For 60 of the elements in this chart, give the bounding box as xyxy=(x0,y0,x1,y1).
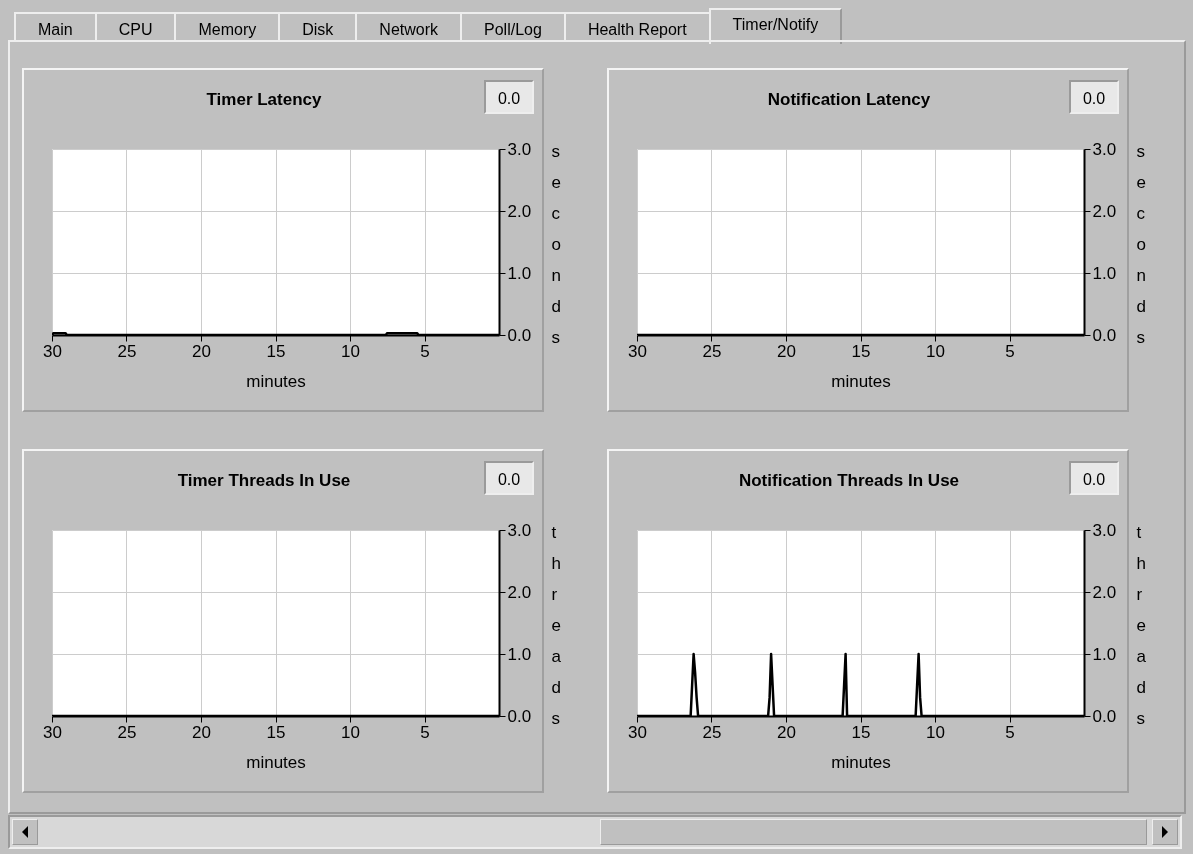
x-axis-title: minutes xyxy=(246,371,306,391)
x-tick-label: 5 xyxy=(420,722,430,742)
text: Poll/Log xyxy=(460,12,566,42)
x-tick-label: 20 xyxy=(192,341,211,361)
y-axis-title: seconds xyxy=(1136,141,1146,347)
y-tick-label: 1.0 xyxy=(1092,644,1117,664)
y-tick-label: 3.0 xyxy=(1092,520,1117,540)
x-tick-label: 15 xyxy=(851,341,871,361)
y-tick-label: 0.0 xyxy=(507,325,532,345)
x-tick-label: 30 xyxy=(628,722,647,742)
x-tick-label: 5 xyxy=(420,341,430,361)
y-tick-label: 1.0 xyxy=(507,644,532,664)
x-tick-label: 25 xyxy=(702,341,722,361)
y-axis-title: threads xyxy=(1136,522,1147,728)
x-tick-label: 30 xyxy=(43,722,62,742)
x-axis-title: minutes xyxy=(831,752,891,772)
x-tick-label: 20 xyxy=(192,722,211,742)
text: Health Report xyxy=(563,12,711,42)
y-axis-title: seconds xyxy=(551,141,561,347)
y-tick-label: 1.0 xyxy=(507,263,532,283)
y-tick-label: 2.0 xyxy=(1092,582,1117,602)
y-axis-title: threads xyxy=(551,522,562,728)
x-tick-label: 15 xyxy=(266,722,286,742)
x-tick-label: 20 xyxy=(777,722,796,742)
y-tick-label: 3.0 xyxy=(1092,139,1117,159)
y-tick-label: 1.0 xyxy=(1092,263,1117,283)
y-tick-label: 0.0 xyxy=(1092,325,1117,345)
text: Timer/Notify xyxy=(708,8,843,44)
y-tick-label: 3.0 xyxy=(507,139,532,159)
x-tick-label: 20 xyxy=(777,341,796,361)
text: CPU xyxy=(94,12,177,42)
x-tick-label: 15 xyxy=(851,722,871,742)
x-axis-title: minutes xyxy=(831,371,891,391)
x-tick-label: 25 xyxy=(117,722,137,742)
x-tick-label: 5 xyxy=(1005,722,1015,742)
x-tick-label: 15 xyxy=(266,341,286,361)
chart-title: Notification Latency xyxy=(767,90,931,109)
y-tick-label: 2.0 xyxy=(507,582,532,602)
y-tick-label: 3.0 xyxy=(507,520,532,540)
text: Memory xyxy=(174,12,281,42)
x-tick-label: 25 xyxy=(117,341,137,361)
chart-title: Timer Threads In Use xyxy=(177,471,351,490)
x-tick-label: 10 xyxy=(926,341,945,361)
chart-title: Timer Latency xyxy=(206,90,322,109)
x-tick-label: 10 xyxy=(926,722,945,742)
y-tick-label: 0.0 xyxy=(1092,706,1117,726)
y-tick-label: 2.0 xyxy=(507,201,532,221)
text: Disk xyxy=(278,12,358,42)
x-tick-label: 25 xyxy=(702,722,722,742)
x-tick-label: 10 xyxy=(341,722,360,742)
x-tick-label: 30 xyxy=(628,341,647,361)
x-axis-title: minutes xyxy=(246,752,306,772)
chart-title: Notification Threads In Use xyxy=(738,471,960,490)
y-tick-label: 0.0 xyxy=(507,706,532,726)
x-tick-label: 30 xyxy=(43,341,62,361)
x-tick-label: 5 xyxy=(1005,341,1015,361)
y-tick-label: 2.0 xyxy=(1092,201,1117,221)
x-tick-label: 10 xyxy=(341,341,360,361)
text: Main xyxy=(14,12,97,42)
text: Network xyxy=(355,12,463,42)
